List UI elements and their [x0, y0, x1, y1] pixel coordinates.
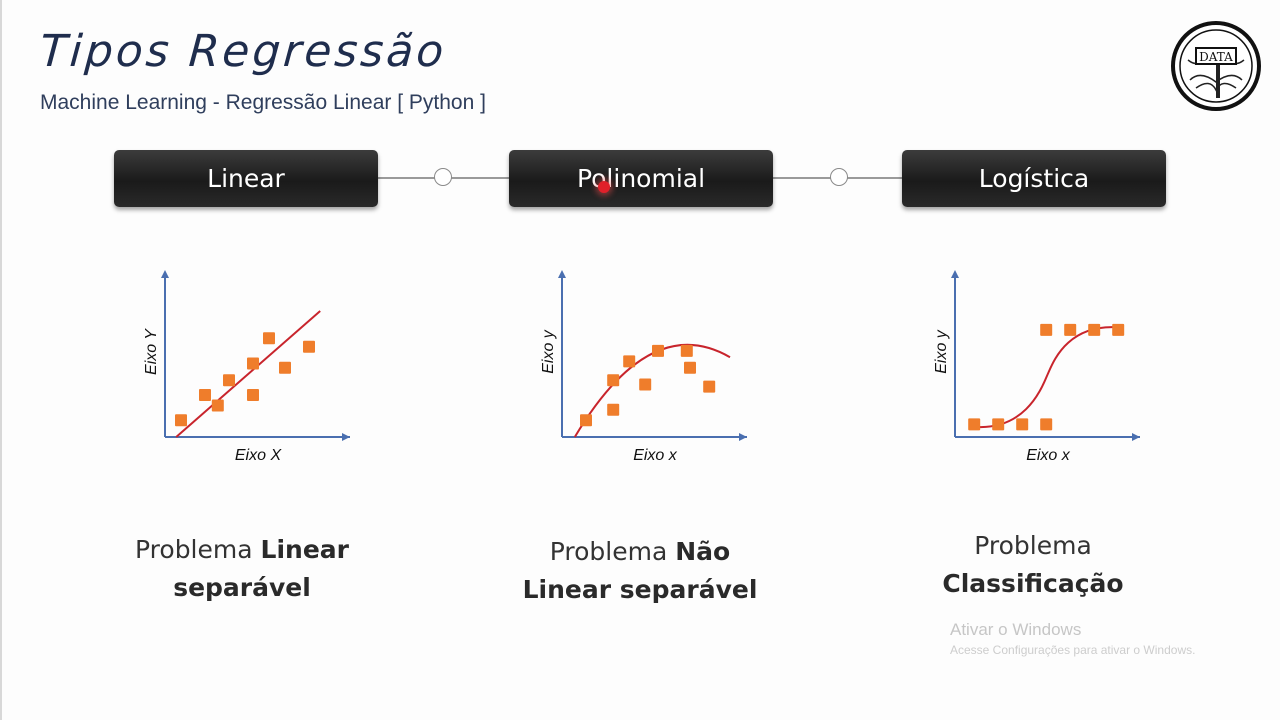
- tab-logistica[interactable]: Logística: [902, 150, 1166, 207]
- regression-curve: [175, 310, 321, 438]
- caption-polinomial-plain: Problema: [549, 537, 676, 566]
- x-axis-label: Eixo X: [235, 447, 283, 464]
- y-axis-arrow: [161, 270, 169, 278]
- data-point: [223, 374, 235, 387]
- logo-text: DATA: [1199, 50, 1233, 64]
- caption-linear: Problema Linear separável: [92, 531, 392, 607]
- data-point: [175, 414, 187, 427]
- caption-polinomial: Problema Não Linear separável: [490, 533, 790, 609]
- data-point: [607, 403, 620, 416]
- chart-linear: Eixo X Eixo Y: [143, 270, 350, 464]
- tab-polinomial[interactable]: Polinomial: [509, 150, 773, 207]
- data-point: [1040, 323, 1053, 336]
- data-point: [992, 418, 1005, 431]
- caption-logistica: Problema Classificação: [883, 527, 1183, 603]
- data-point: [703, 380, 716, 393]
- x-axis-arrow: [342, 433, 350, 441]
- data-point: [652, 344, 664, 357]
- data-point: [1040, 418, 1053, 431]
- data-point: [684, 361, 696, 374]
- data-point: [247, 389, 259, 401]
- data-point: [1112, 323, 1125, 336]
- caption-polinomial-bold: Não: [675, 537, 731, 566]
- data-point: [680, 344, 693, 357]
- data-logo-icon: DATA: [1171, 21, 1261, 111]
- x-axis-label: Eixo x: [633, 447, 678, 464]
- caption-linear-bold: Linear: [260, 535, 349, 564]
- windows-activation-subtext: Acesse Configurações para ativar o Windo…: [950, 643, 1196, 657]
- data-point: [263, 332, 275, 345]
- regression-curve: [970, 326, 1124, 428]
- caption-polinomial-line2: Linear separável: [522, 575, 758, 604]
- data-point: [623, 355, 636, 368]
- tab-linear[interactable]: Linear: [114, 150, 378, 207]
- page-subtitle: Machine Learning - Regressão Linear [ Py…: [40, 91, 486, 114]
- data-point: [303, 340, 315, 353]
- data-point: [199, 389, 211, 401]
- data-point: [580, 414, 592, 427]
- data-point: [1016, 418, 1029, 431]
- x-axis-arrow: [739, 433, 747, 441]
- chart-polinomial: Eixo x Eixo y: [540, 270, 747, 464]
- caption-linear-line2: separável: [173, 573, 311, 602]
- data-point: [247, 357, 259, 370]
- y-axis-label: Eixo y: [540, 329, 557, 374]
- x-axis-label: Eixo x: [1026, 447, 1071, 464]
- pointer-cursor: [598, 181, 610, 193]
- chart-logistica: Eixo x Eixo y: [933, 270, 1140, 464]
- data-point: [968, 418, 981, 431]
- y-axis-label: Eixo Y: [143, 328, 160, 375]
- x-axis-arrow: [1132, 433, 1140, 441]
- y-axis-arrow: [558, 270, 566, 278]
- tab-linear-label: Linear: [207, 164, 285, 193]
- data-point: [639, 378, 652, 391]
- data-point: [279, 361, 291, 374]
- connector-node-2: [830, 168, 848, 186]
- data-point: [1064, 323, 1077, 336]
- regression-curve: [573, 343, 731, 438]
- caption-linear-plain: Problema: [135, 535, 261, 564]
- data-point: [607, 374, 620, 387]
- tab-polinomial-label: Polinomial: [576, 164, 706, 193]
- windows-activation-watermark: Ativar o Windows: [950, 620, 1082, 639]
- connector-node-1: [434, 168, 452, 186]
- y-axis-label: Eixo y: [933, 329, 950, 374]
- data-point: [1088, 323, 1101, 336]
- caption-logistica-plain: Problema: [974, 531, 1092, 560]
- tab-logistica-label: Logística: [978, 164, 1090, 193]
- caption-logistica-line2: Classificação: [942, 569, 1124, 598]
- page-title: Tipos Regressão: [38, 26, 449, 77]
- data-point: [211, 399, 224, 412]
- left-border: [0, 0, 2, 720]
- y-axis-arrow: [951, 270, 959, 278]
